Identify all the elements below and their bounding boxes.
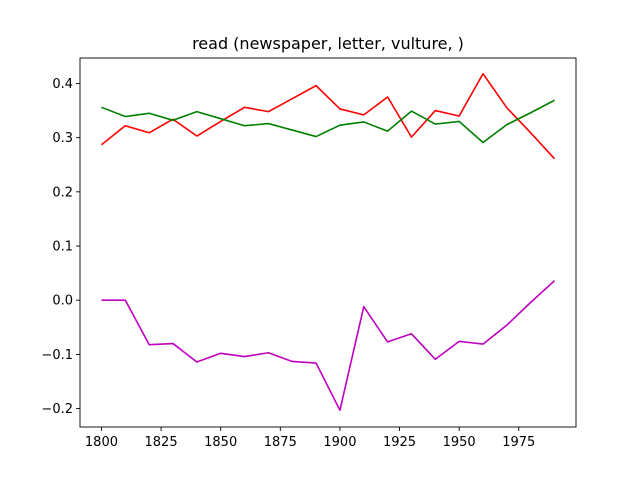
- x-tick-label: 1800: [85, 435, 118, 450]
- x-tick-label: 1925: [383, 435, 416, 450]
- y-tick-label: −0.2: [41, 402, 73, 417]
- series-line-3: [101, 280, 556, 412]
- y-tick-label: 0.3: [52, 131, 73, 146]
- series-line-2: [101, 99, 555, 144]
- y-tick-label: −0.1: [41, 348, 73, 363]
- y-tick-label: 0.1: [52, 240, 73, 255]
- chart-title: read (newspaper, letter, vulture, ): [192, 34, 464, 53]
- x-tick-label: 1900: [323, 435, 356, 450]
- axes-layer: 1800 1825 1850 1875 1900 1925 1950 1975 −0.2 −0.1…: [41, 57, 577, 450]
- series-line-1: [100, 72, 556, 160]
- x-tick-label: 1975: [502, 435, 535, 450]
- y-tick-label: 0.0: [52, 294, 73, 309]
- y-tick-label: 0.2: [52, 185, 73, 200]
- x-tick-label: 1875: [264, 435, 297, 450]
- x-tick-label: 1950: [443, 435, 476, 450]
- plot-frame: [79, 57, 577, 428]
- x-tick-label: 1850: [204, 435, 237, 450]
- y-tick-label: 0.4: [52, 77, 73, 92]
- series-layer: [100, 72, 556, 412]
- x-tick-label: 1825: [145, 435, 178, 450]
